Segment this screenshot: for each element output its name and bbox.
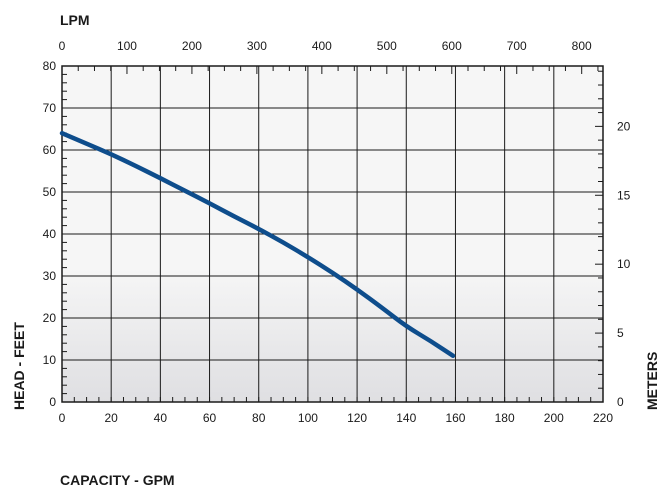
x-tick-label: 100 xyxy=(298,411,318,425)
x2-tick-label: 200 xyxy=(182,39,202,53)
x2-tick-label: 400 xyxy=(312,39,332,53)
y2-tick-label: 15 xyxy=(617,188,631,202)
y-tick-label: 30 xyxy=(43,269,57,283)
series-line xyxy=(59,130,456,359)
x2-tick-label: 700 xyxy=(507,39,527,53)
tick-labels: 0 20 40 60 80 100 120 140 160 180 200 2200102030405… xyxy=(43,39,631,425)
x-tick-label: 160 xyxy=(445,411,465,425)
y2-tick-label: 10 xyxy=(617,257,631,271)
minor-ticks xyxy=(61,65,604,403)
y-tick-label: 50 xyxy=(43,185,57,199)
y2-tick-label: 20 xyxy=(617,119,631,133)
grid-lines xyxy=(61,65,604,403)
y-tick-label: 20 xyxy=(43,311,57,325)
x-tick-label: 60 xyxy=(203,411,217,425)
y-tick-label: 40 xyxy=(43,227,57,241)
x-tick-label: 20 xyxy=(105,411,119,425)
x2-tick-label: 800 xyxy=(572,39,592,53)
x2-tick-label: 500 xyxy=(377,39,397,53)
y2-axis-title: METERS xyxy=(644,352,657,410)
x2-tick-label: 0 xyxy=(59,39,66,53)
x2-axis-title: LPM xyxy=(60,12,90,28)
y-tick-label: 0 xyxy=(49,395,56,409)
x2-tick-label: 600 xyxy=(442,39,462,53)
x-tick-label: 220 xyxy=(593,411,613,425)
x2-tick-label: 300 xyxy=(247,39,267,53)
x-tick-label: 0 xyxy=(59,411,66,425)
y2-tick-label: 0 xyxy=(617,395,624,409)
y-tick-label: 80 xyxy=(43,59,57,73)
x-tick-label: 180 xyxy=(495,411,515,425)
x-tick-label: 80 xyxy=(252,411,266,425)
x-tick-label: 140 xyxy=(396,411,416,425)
x-axis-title: CAPACITY - GPM xyxy=(60,472,175,488)
y-tick-label: 10 xyxy=(43,353,57,367)
y-axis-title: HEAD - FEET xyxy=(11,322,27,410)
x-tick-label: 120 xyxy=(347,411,367,425)
x2-tick-label: 100 xyxy=(117,39,137,53)
y-tick-label: 70 xyxy=(43,101,57,115)
x-tick-label: 200 xyxy=(544,411,564,425)
y2-tick-label: 5 xyxy=(617,326,624,340)
x-tick-label: 40 xyxy=(154,411,168,425)
y-tick-label: 60 xyxy=(43,143,57,157)
